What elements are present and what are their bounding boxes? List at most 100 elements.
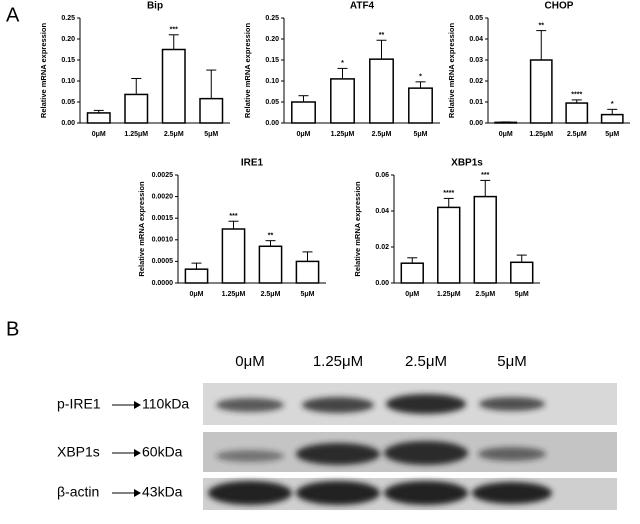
- significance-label: *: [611, 101, 614, 108]
- bands: [208, 394, 552, 505]
- lane-label: 5μM: [497, 353, 526, 370]
- bar: [221, 228, 246, 284]
- x-tick-label: 1.25μM: [437, 291, 461, 298]
- chart-title: ATF4: [350, 1, 375, 12]
- bar: [161, 48, 186, 124]
- significance-label: ***: [481, 172, 489, 179]
- x-tick-label: 5μM: [605, 131, 619, 138]
- x-tick-label: 0μM: [296, 131, 310, 138]
- chart-title: IRE1: [241, 158, 264, 169]
- bar: [184, 268, 209, 284]
- size-label: 110kDa: [142, 396, 189, 412]
- bar: [330, 78, 355, 124]
- significance-label: **: [539, 22, 545, 29]
- y-axis-label: Relative mRNA expression: [353, 181, 362, 277]
- arrow-head: [134, 489, 141, 497]
- significance-label: **: [379, 32, 385, 39]
- y-axis-label: Relative mRNA expression: [39, 23, 48, 119]
- bar: [494, 121, 518, 124]
- y-tick-label: 0.15: [61, 57, 75, 64]
- y-tick-label: 0.20: [265, 36, 279, 43]
- y-tick-label: 0.10: [265, 78, 279, 85]
- y-tick-label: 0.25: [265, 15, 279, 22]
- bar: [258, 245, 283, 284]
- x-tick-label: 1.25μM: [529, 131, 553, 138]
- y-tick-label: 0.03: [469, 57, 483, 64]
- x-tick-label: 2.5μM: [164, 131, 184, 138]
- size-label: 60kDa: [142, 444, 183, 460]
- y-tick-label: 0.0000: [152, 280, 174, 287]
- y-tick-label: 0.06: [375, 172, 389, 179]
- x-tick-label: 2.5μM: [372, 131, 392, 138]
- x-tick-label: 0μM: [405, 291, 419, 298]
- protein-label: p-IRE1: [57, 396, 101, 412]
- y-tick-label: 0.01: [469, 99, 483, 106]
- x-tick-label: 5μM: [204, 131, 218, 138]
- bar: [510, 261, 534, 284]
- panel-label: A: [6, 4, 20, 26]
- protein-label: XBP1s: [57, 444, 100, 460]
- lane-label: 2.5μM: [405, 353, 447, 370]
- panel-label: B: [6, 318, 19, 340]
- y-tick-label: 0.20: [61, 36, 75, 43]
- protein-label: β-actin: [57, 484, 99, 500]
- chart-title: Bip: [147, 1, 163, 12]
- x-tick-label: 2.5μM: [475, 291, 495, 298]
- y-tick-label: 0.15: [265, 57, 279, 64]
- y-tick-label: 0.0015: [152, 215, 174, 222]
- chart-title: XBP1s: [451, 158, 483, 169]
- lane-label: 1.25μM: [313, 353, 363, 370]
- arrow-head: [134, 401, 141, 409]
- y-tick-label: 0.0005: [152, 258, 174, 265]
- y-axis-label: Relative mRNA expression: [243, 23, 252, 119]
- y-tick-label: 0.05: [265, 99, 279, 106]
- bar: [437, 206, 461, 284]
- bar: [291, 101, 316, 124]
- significance-label: **: [268, 233, 274, 240]
- bar: [369, 58, 394, 124]
- significance-label: ***: [170, 27, 178, 34]
- y-tick-label: 0.0010: [152, 237, 174, 244]
- y-tick-label: 0.0020: [152, 193, 174, 200]
- significance-label: ****: [571, 92, 582, 99]
- y-tick-label: 0.00: [469, 120, 483, 127]
- y-tick-label: 0.02: [375, 244, 389, 251]
- significance-label: *: [341, 60, 344, 67]
- bar: [473, 195, 497, 284]
- y-tick-label: 0.04: [375, 208, 389, 215]
- y-tick-label: 0.25: [61, 15, 75, 22]
- significance-label: ***: [229, 213, 237, 220]
- y-tick-label: 0.00: [61, 120, 75, 127]
- x-tick-label: 1.25μM: [124, 131, 148, 138]
- blot: [203, 383, 617, 510]
- x-tick-label: 2.5μM: [567, 131, 587, 138]
- bar: [600, 113, 624, 124]
- y-tick-label: 0.10: [61, 78, 75, 85]
- bar: [86, 112, 111, 124]
- significance-label: *: [419, 74, 422, 81]
- y-axis-label: Relative mRNA expression: [447, 23, 456, 119]
- bar: [529, 59, 553, 124]
- x-tick-label: 1.25μM: [331, 131, 355, 138]
- bar: [295, 260, 320, 284]
- y-tick-label: 0.02: [469, 78, 483, 85]
- size-label: 43kDa: [142, 484, 183, 500]
- y-tick-label: 0.05: [469, 15, 483, 22]
- y-tick-label: 0.0025: [152, 172, 174, 179]
- bar: [124, 93, 149, 124]
- bar: [199, 97, 224, 124]
- x-tick-label: 5μM: [515, 291, 529, 298]
- y-tick-label: 0.04: [469, 36, 483, 43]
- chart-title: CHOP: [545, 1, 574, 12]
- bar: [565, 102, 589, 124]
- y-axis-label: Relative mRNA expression: [137, 181, 146, 277]
- lane-label: 0μM: [235, 353, 264, 370]
- x-tick-label: 0μM: [189, 291, 203, 298]
- y-tick-label: 0.05: [61, 99, 75, 106]
- x-tick-label: 5μM: [300, 291, 314, 298]
- significance-label: ****: [443, 190, 454, 197]
- arrow-head: [134, 449, 141, 457]
- x-tick-label: 5μM: [413, 131, 427, 138]
- bar: [400, 262, 424, 284]
